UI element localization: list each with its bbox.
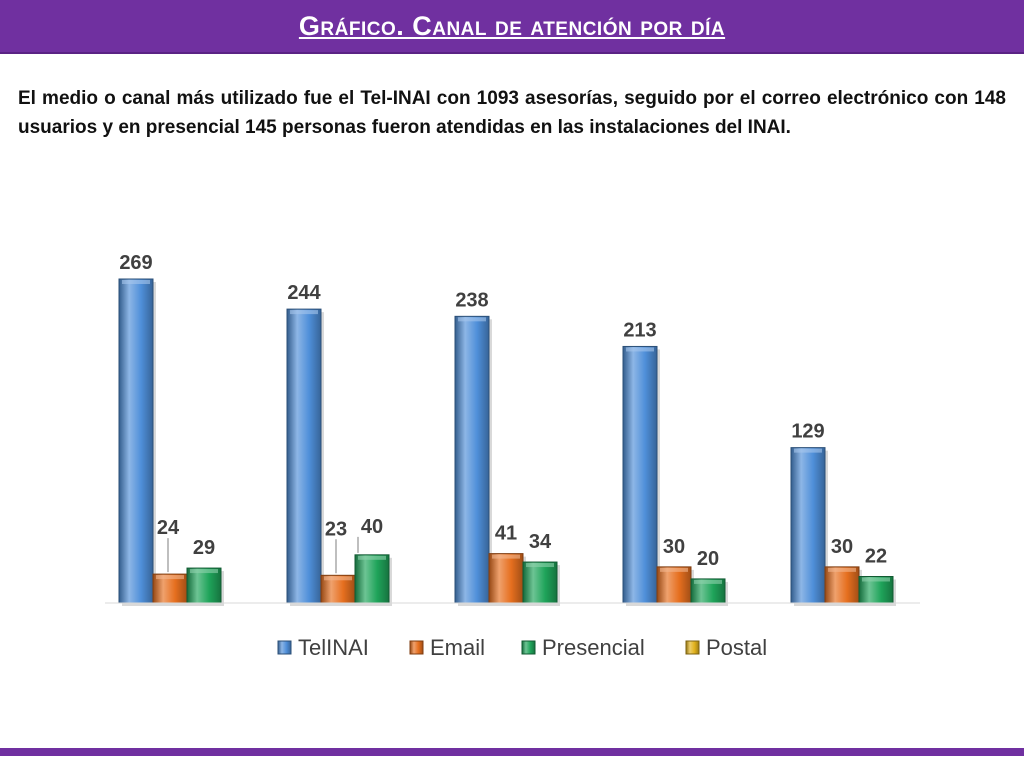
slide-title: Gráfico. Canal de atención por día [298, 10, 726, 41]
bar-email-4 [656, 566, 692, 604]
data-label-email-5: 30 [831, 536, 853, 558]
data-label-email-3: 41 [495, 523, 517, 545]
legend-label-presencial: Presencial [542, 635, 645, 660]
bottom-bar [0, 748, 1024, 756]
legend-label-email: Email [430, 635, 485, 660]
bar-highlight [660, 567, 688, 572]
data-label-presencial-4: 20 [697, 548, 719, 570]
chart-bars [105, 278, 920, 606]
legend-swatch-presencial [521, 640, 536, 655]
data-label-telinai-3: 238 [455, 289, 488, 311]
data-label-telinai-4: 213 [623, 319, 656, 341]
bar-telinai-2 [286, 308, 322, 604]
data-label-email-1: 24 [157, 517, 180, 539]
bar-highlight [324, 576, 352, 581]
chart-legend: TelINAI Email Presencial Postal [277, 635, 767, 660]
data-label-presencial-1: 29 [193, 537, 215, 559]
bar-highlight [828, 567, 856, 572]
bar-highlight [492, 554, 520, 559]
bar-telinai-4 [622, 345, 658, 604]
bar-presencial-1 [186, 567, 222, 604]
bar-telinai-3 [454, 315, 490, 604]
data-label-telinai-2: 244 [287, 282, 321, 304]
bar-telinai-5 [790, 447, 826, 604]
bar-highlight [358, 555, 386, 560]
bar-highlight [626, 347, 654, 352]
bar-highlight [156, 575, 184, 580]
data-label-telinai-1: 269 [119, 252, 152, 274]
legend-swatch-email [409, 640, 424, 655]
bar-presencial-2 [354, 554, 390, 604]
legend-label-postal: Postal [706, 635, 767, 660]
chart-data-labels: 269 24 29 244 23 40 238 41 34 213 30 20 129 30 22 [119, 252, 887, 574]
bar-highlight [290, 310, 318, 315]
slide-description: El medio o canal más utilizado fue el Te… [18, 88, 1006, 138]
legend-swatch-telinai [277, 640, 292, 655]
bar-presencial-3 [522, 561, 558, 604]
legend-swatch-postal [685, 640, 700, 655]
legend-label-telinai: TelINAI [298, 635, 369, 660]
bar-highlight [190, 569, 218, 574]
bar-highlight [694, 579, 722, 584]
bar-email-3 [488, 553, 524, 604]
bar-highlight [122, 280, 150, 284]
bar-highlight [526, 563, 554, 568]
data-label-email-2: 23 [325, 518, 347, 540]
bar-highlight [862, 577, 890, 582]
bar-email-5 [824, 566, 860, 604]
data-label-presencial-5: 22 [865, 546, 887, 568]
title-bar: Gráfico. Canal de atención por día [0, 0, 1024, 54]
bar-highlight [458, 317, 486, 322]
data-label-presencial-2: 40 [361, 516, 383, 538]
data-label-telinai-5: 129 [791, 421, 824, 443]
bar-highlight [794, 448, 822, 453]
bar-telinai-1 [118, 278, 154, 604]
data-label-email-4: 30 [663, 536, 685, 558]
data-label-presencial-3: 34 [529, 531, 552, 553]
